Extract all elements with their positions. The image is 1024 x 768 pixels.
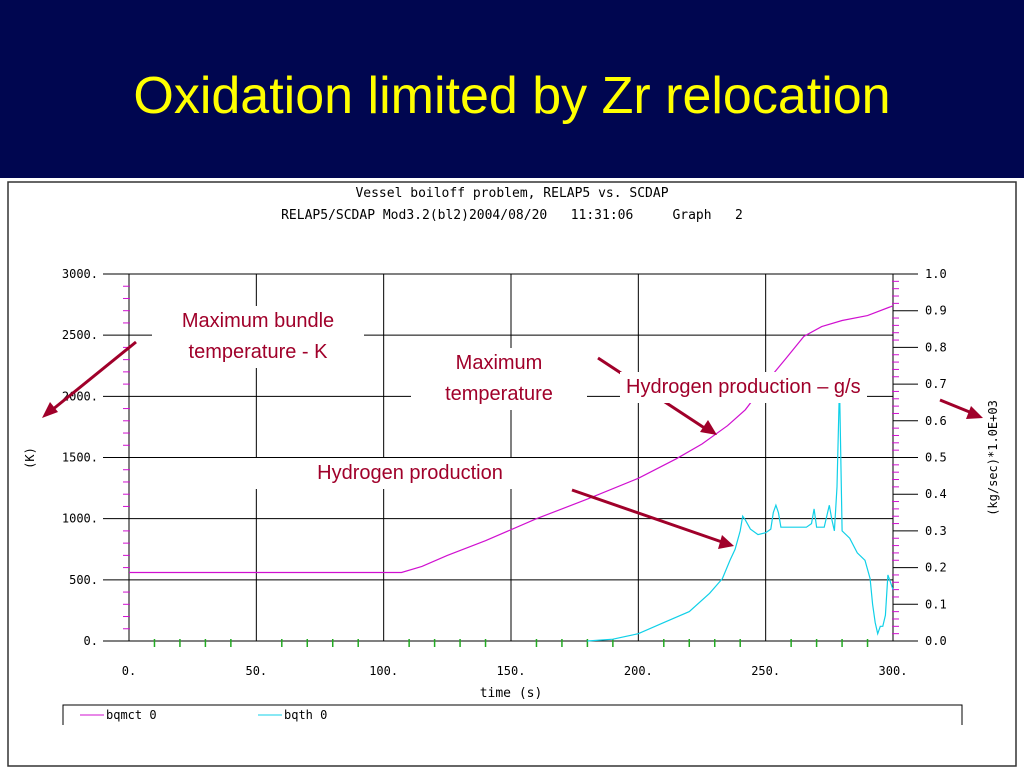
y-right-tick-label: 0.7 [925,377,947,391]
arrowhead-bundle-temp [42,402,58,418]
chart: Vessel boiloff problem, RELAP5 vs. SCDAP… [7,181,1017,767]
x-tick-label: 50. [245,664,267,678]
axis-ticks: 0. 50. 100. 150. 200. 250. 300.3000.2500.2000.… [62,267,947,678]
x-tick-label: 0. [122,664,136,678]
chart-subtitle: RELAP5/SCDAP Mod3.2(bl2)2004/08/20 11:31… [281,208,743,223]
annotation-h2-production: Hydrogen production [248,458,572,489]
plot-frame: Vessel boiloff problem, RELAP5 vs. SCDAP… [0,178,1024,768]
slide-title: Oxidation limited by Zr relocation [133,67,891,125]
series-line-bqmct [129,305,894,574]
y-right-tick-label: 0.5 [925,451,947,465]
y-left-tick-label: 3000. [62,267,98,281]
legend-box [62,704,963,725]
x-axis-label: time (s) [480,686,543,701]
y-axis-right-label: (kg/sec)*1.0E+03 [986,400,1000,516]
series-line-bqth [587,384,894,642]
y-right-tick-label: 0.9 [925,304,947,318]
y-right-tick-label: 0.8 [925,340,947,354]
arrowhead-max-temp [700,420,717,435]
y-axis-left-label: (K) [23,447,37,469]
x-tick-label: 300. [879,664,908,678]
x-tick-label: 150. [497,664,526,678]
legend-label-bqmct: bqmct 0 [106,708,157,722]
annotation-arrows [42,340,983,549]
x-tick-label: 250. [751,664,780,678]
y-left-tick-label: 1500. [62,451,98,465]
y-left-tick-label: 500. [69,573,98,587]
y-left-tick-label: 2500. [62,328,98,342]
arrowhead-h2-gs [966,406,983,419]
arrowhead-h2-production [718,535,734,549]
y-right-tick-label: 0.1 [925,597,947,611]
slide-title-bar: Oxidation limited by Zr relocation [0,0,1024,178]
legend: bqmct 0 bqth 0 [62,704,963,725]
y-left-tick-label: 1000. [62,512,98,526]
y-right-tick-label: 0.6 [925,414,947,428]
annotation-h2-gs: Hydrogen production – g/s [620,372,867,403]
annotation-max-temp: Maximum temperature [411,348,587,410]
arrow-h2-gs [939,398,973,415]
annotation-bundle-temp: Maximum bundle temperature - K [152,306,364,368]
arrow-h2-production [571,488,723,544]
y-right-tick-label: 1.0 [925,267,947,281]
y-right-tick-label: 0.2 [925,561,947,575]
frame-border [7,181,1017,767]
chart-title: Vessel boiloff problem, RELAP5 vs. SCDAP [355,186,668,201]
y-left-tick-label: 0. [84,634,98,648]
legend-label-bqth: bqth 0 [284,708,327,722]
y-right-tick-label: 0.3 [925,524,947,538]
arrow-bundle-temp [51,340,137,412]
series-lines [129,305,894,642]
y-right-tick-label: 0.4 [925,487,947,501]
y-right-tick-label: 0.0 [925,634,947,648]
x-tick-label: 200. [624,664,653,678]
x-tick-label: 100. [369,664,398,678]
